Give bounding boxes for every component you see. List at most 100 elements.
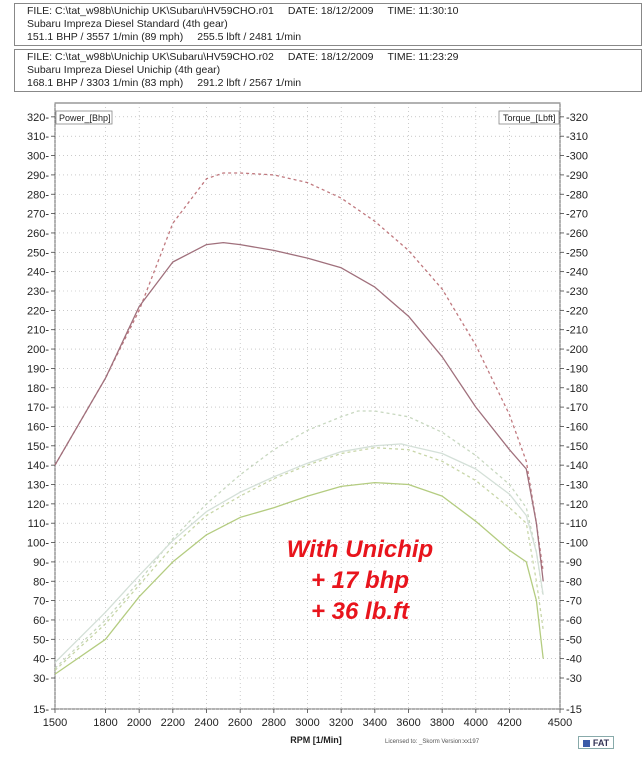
x-tick-label: 1500 <box>43 717 67 729</box>
annotation-line-2: + 17 bhp <box>311 567 409 594</box>
y-tick-label-left: 290- <box>27 170 49 182</box>
header-description: Subaru Impreza Diesel Standard (4th gear… <box>27 18 228 30</box>
x-tick-label: 4200 <box>497 717 521 729</box>
y-tick-label-right: -290 <box>566 170 588 182</box>
header-time: TIME: 11:23:29 <box>387 51 459 63</box>
y-tick-label-right: -40 <box>566 654 582 666</box>
x-tick-label: 3800 <box>430 717 454 729</box>
y-tick-label-right: -190 <box>566 363 588 375</box>
header-time: TIME: 11:30:10 <box>387 5 459 17</box>
y-tick-label-left: 160- <box>27 421 49 433</box>
footer-note: Licensed to: _Skorm Version:xx197 <box>385 739 480 745</box>
y-tick-label-right: -200 <box>566 344 588 356</box>
header-power: 168.1 BHP / 3303 1/min (83 mph) <box>27 77 184 89</box>
x-tick-label: 3400 <box>363 717 387 729</box>
y-tick-label-left: 60- <box>33 615 49 627</box>
y-tick-label-right: -310 <box>566 131 588 143</box>
y-tick-label-right: -250 <box>566 247 588 259</box>
y-tick-label-left: 260- <box>27 228 49 240</box>
y-tick-label-right: -320 <box>566 112 588 124</box>
header-torque: 291.2 lbft / 2567 1/min <box>197 77 302 89</box>
y-tick-label-left: 310- <box>27 131 49 143</box>
y-tick-label-left: 250- <box>27 247 49 259</box>
x-tick-label: 4500 <box>548 717 572 729</box>
y-tick-label-right: -260 <box>566 228 588 240</box>
run-header-unichip: FILE: C:\tat_w98b\Unichip UK\Subaru\HV59… <box>14 49 642 92</box>
annotation-line-3: + 36 lb.ft <box>311 598 410 625</box>
y-tick-label-right: -80 <box>566 576 582 588</box>
header-power: 151.1 BHP / 3557 1/min (89 mph) <box>27 31 184 43</box>
y-tick-label-right: -50 <box>566 634 582 646</box>
y-tick-label-right: -210 <box>566 325 588 337</box>
y-tick-label-left: 30- <box>33 673 49 685</box>
header-file: FILE: C:\tat_w98b\Unichip UK\Subaru\HV59… <box>27 5 274 17</box>
y-tick-label-left: 120- <box>27 499 49 511</box>
header-torque: 255.5 lbft / 2481 1/min <box>197 31 302 43</box>
y-tick-label-right: -140 <box>566 460 588 472</box>
y-tick-label-right: -280 <box>566 189 588 201</box>
x-tick-label: 3200 <box>329 717 353 729</box>
x-tick-label: 2400 <box>194 717 218 729</box>
x-tick-label: 2000 <box>127 717 151 729</box>
y-tick-label-right: -60 <box>566 615 582 627</box>
right-axis-label-box <box>498 110 560 125</box>
y-tick-label-right: -160 <box>566 421 588 433</box>
series-line-5 <box>54 447 544 671</box>
y-tick-label-left: 180- <box>27 383 49 395</box>
series-line-6 <box>54 481 544 675</box>
y-tick-label-left: 130- <box>27 480 49 492</box>
y-tick-label-left: 240- <box>27 267 49 279</box>
y-tick-label-right: -70 <box>566 596 582 608</box>
y-tick-label-right: -15 <box>566 704 582 716</box>
y-tick-label-right: -110 <box>566 518 587 530</box>
plot-frame <box>54 102 561 710</box>
y-tick-label-right: -170 <box>566 402 588 414</box>
y-tick-label-left: 230- <box>27 286 49 298</box>
y-tick-label-left: 220- <box>27 305 49 317</box>
y-tick-label-left: 40- <box>33 654 49 666</box>
y-axis-label-left: Power_[Bhp] <box>59 113 111 123</box>
annotation-line-1: With Unichip <box>287 536 433 563</box>
header-date: DATE: 18/12/2009 <box>287 5 374 17</box>
y-tick-label-left: 300- <box>27 151 49 163</box>
y-tick-label-right: -120 <box>566 499 588 511</box>
header-description: Subaru Impreza Diesel Unichip (4th gear) <box>27 64 221 76</box>
run-header-standard: FILE: C:\tat_w98b\Unichip UK\Subaru\HV59… <box>14 3 642 46</box>
x-tick-label: 3000 <box>295 717 319 729</box>
y-tick-label-left: 190- <box>27 363 49 375</box>
y-axis-label-right: Torque_[Lbft] <box>503 113 556 123</box>
y-tick-label-left: 90- <box>33 557 49 569</box>
y-tick-label-left: 150- <box>27 441 49 453</box>
x-tick-label: 2600 <box>228 717 252 729</box>
header-results-line: 151.1 BHP / 3557 1/min (89 mph) 255.5 lbf… <box>27 31 641 44</box>
y-tick-label-right: -230 <box>566 286 588 298</box>
header-file-line: FILE: C:\tat_w98b\Unichip UK\Subaru\HV59… <box>27 5 641 18</box>
series-line-1 <box>54 172 544 572</box>
y-tick-label-right: -130 <box>566 480 588 492</box>
brand-badge-text: FAT <box>592 738 610 748</box>
x-tick-label: 1800 <box>93 717 117 729</box>
y-tick-label-right: -240 <box>566 267 588 279</box>
y-tick-label-left: 320- <box>27 112 49 124</box>
y-tick-label-left: 80- <box>33 576 49 588</box>
y-tick-label-left: 210- <box>27 325 49 337</box>
y-tick-label-left: 70- <box>33 596 49 608</box>
y-tick-label-left: 270- <box>27 209 49 221</box>
left-axis-label-box <box>55 110 113 125</box>
y-tick-label-left: 50- <box>33 634 49 646</box>
y-tick-label-left: 15- <box>33 704 49 716</box>
brand-badge: FAT <box>578 736 614 749</box>
y-tick-label-right: -270 <box>566 209 588 221</box>
y-tick-label-left: 100- <box>27 538 49 550</box>
dyno-chart: 15- -15 30- -30 40- -40 50- -50 60- -60 70- -70 80- -… <box>27 102 588 745</box>
y-tick-label-left: 280- <box>27 189 49 201</box>
y-tick-label-left: 140- <box>27 460 49 472</box>
header-date: DATE: 18/12/2009 <box>287 51 374 63</box>
y-tick-label-right: -300 <box>566 151 588 163</box>
header-file: FILE: C:\tat_w98b\Unichip UK\Subaru\HV59… <box>27 51 274 63</box>
y-tick-label-right: -30 <box>566 673 582 685</box>
series-line-2 <box>54 241 544 582</box>
y-tick-label-left: 170- <box>27 402 49 414</box>
series-line-4 <box>54 443 544 663</box>
brand-logo-icon <box>582 740 590 748</box>
